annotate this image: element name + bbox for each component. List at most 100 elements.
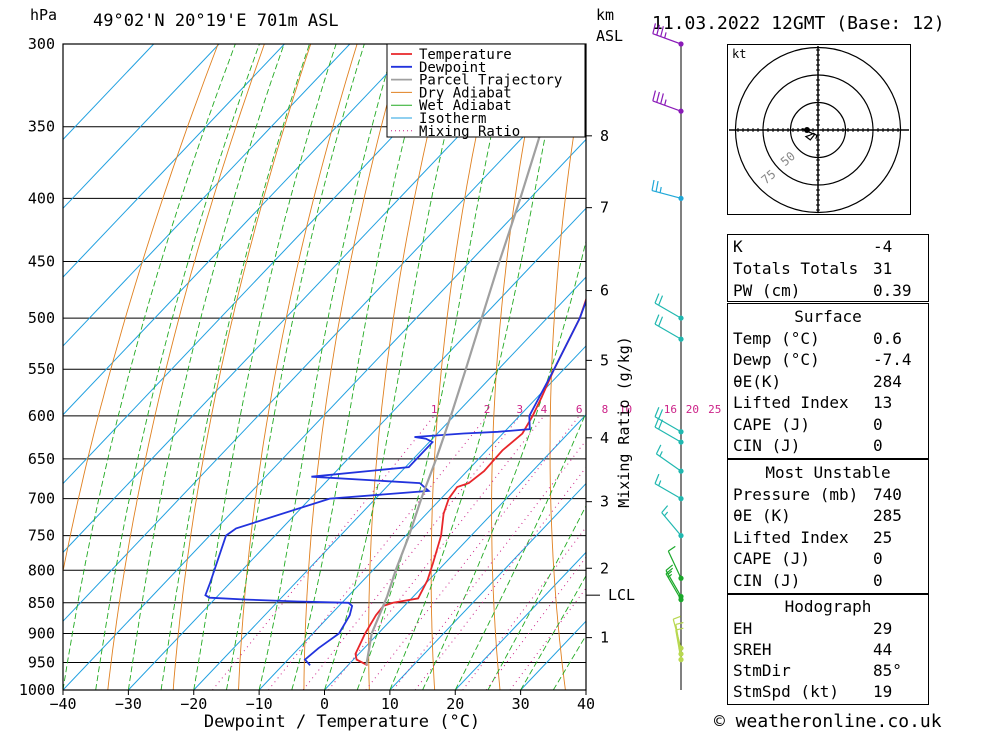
wind-barb — [654, 417, 684, 445]
most-unstable-table: Most Unstable Pressure (mb) 740 θE (K) 285… — [727, 459, 929, 594]
surface-value: 0.6 — [873, 329, 902, 348]
pressure-tick-label: 850 — [28, 594, 55, 612]
pressure-tick-label: 350 — [28, 118, 55, 136]
x-axis-label: Dewpoint / Temperature (°C) — [204, 712, 480, 732]
wet-adiabat-line — [127, 44, 285, 690]
temperature-tick-label: −10 — [246, 695, 273, 713]
mixing-ratio-line — [328, 415, 545, 690]
mu-value: 25 — [873, 528, 893, 547]
wet-adiabat-line — [63, 44, 236, 690]
wet-adiabat-line — [225, 44, 365, 690]
dry-adiabat-line — [107, 44, 265, 690]
index-value: 31 — [873, 259, 893, 278]
wet-adiabat-line — [520, 574, 586, 690]
wind-barb — [652, 90, 684, 114]
surface-value: 0 — [873, 436, 883, 455]
dry-adiabat-line — [63, 44, 219, 574]
mixing-ratio-label: 4 — [541, 403, 548, 416]
isotherm-line — [63, 138, 586, 690]
pressure-tick-label: 800 — [28, 561, 55, 579]
hodo-label: EH — [733, 619, 753, 638]
wind-barb — [675, 627, 684, 663]
mu-label: CAPE (J) — [733, 549, 811, 568]
height-tick-label: 8 — [600, 127, 609, 145]
temperature-tick-label: 30 — [512, 695, 530, 713]
hodo-label: StmDir — [733, 661, 791, 680]
mixing-ratio-label: 1 — [431, 403, 438, 416]
wind-barb — [665, 567, 684, 603]
isotherm-line — [63, 44, 220, 210]
copyright-footer[interactable]: © weatheronline.co.uk — [714, 711, 942, 732]
pressure-tick-label: 600 — [28, 407, 55, 425]
wind-barb — [654, 293, 684, 321]
height-tick-label: 2 — [600, 559, 609, 577]
mixing-ratio-label: 10 — [619, 403, 632, 416]
surface-label: Temp (°C) — [733, 329, 820, 348]
isotherm-line — [454, 551, 586, 690]
wet-adiabat-line — [95, 44, 260, 690]
temperature-tick-label: 20 — [446, 695, 464, 713]
mu-label: CIN (J) — [733, 571, 801, 590]
pressure-tick-label: 700 — [28, 490, 55, 508]
wind-barb — [654, 314, 684, 342]
temperature-tick-label: 40 — [577, 695, 595, 713]
wet-adiabat-line — [422, 239, 586, 690]
index-label: PW (cm) — [733, 281, 801, 300]
legend-label: Mixing Ratio — [419, 124, 520, 140]
height-tick-label: 7 — [600, 199, 609, 217]
mixing-ratio-label: 20 — [686, 403, 699, 416]
dry-adiabat-line — [959, 44, 1000, 690]
legend-label: Parcel Trajectory — [419, 73, 562, 89]
wind-barb — [661, 505, 684, 539]
most-unstable-title: Most Unstable — [765, 463, 891, 482]
legend-label: Dewpoint — [419, 60, 486, 76]
surface-value: 0 — [873, 415, 883, 434]
pressure-tick-label: 950 — [28, 653, 55, 671]
hodograph-table-title: Hodograph — [784, 597, 872, 616]
mixing-ratio-label: 6 — [576, 403, 583, 416]
indices-table: K -4 Totals Totals 31 PW (cm) 0.39 — [727, 234, 929, 302]
wind-barb — [652, 23, 684, 47]
mixing-ratio-line — [365, 415, 580, 690]
asl-label: ASL — [596, 27, 624, 45]
hodo-label: StmSpd (kt) — [733, 682, 839, 701]
dry-adiabat-line — [430, 44, 497, 690]
isotherm-line — [389, 482, 586, 690]
pressure-tick-label: 750 — [28, 527, 55, 545]
wet-adiabat-line — [291, 44, 430, 690]
isotherm-line — [63, 44, 481, 485]
index-label: Totals Totals — [733, 259, 859, 278]
mu-value: 0 — [873, 571, 883, 590]
wind-barb — [667, 545, 684, 581]
mixing-ratio-axis-label: Mixing Ratio (g/kg) — [615, 336, 633, 508]
index-value: -4 — [873, 237, 893, 256]
wet-adiabat-line — [324, 44, 468, 690]
parcel-trajectory-profile — [365, 44, 567, 666]
mixing-ratio-line — [302, 415, 521, 690]
mixing-ratio-label: 16 — [664, 403, 677, 416]
pressure-unit-label: hPa — [30, 6, 58, 24]
mu-label: Lifted Index — [733, 528, 849, 547]
isotherm-line — [63, 44, 416, 416]
temperature-tick-label: 0 — [320, 695, 329, 713]
surface-title: Surface — [794, 307, 862, 326]
height-tick-label: 5 — [600, 351, 609, 369]
surface-value: 13 — [873, 393, 893, 412]
legend-label: Dry Adiabat — [419, 85, 512, 101]
mu-value: 0 — [873, 549, 883, 568]
pressure-tick-label: 550 — [28, 360, 55, 378]
mixing-ratio-line — [268, 415, 488, 690]
mixing-ratio-label: 3 — [517, 403, 524, 416]
pressure-tick-label: 650 — [28, 450, 55, 468]
isotherm-line — [63, 69, 586, 622]
index-value: 0.39 — [873, 281, 912, 300]
surface-label: CAPE (J) — [733, 415, 811, 434]
dewpoint-profile — [204, 298, 586, 666]
isotherm-line — [63, 44, 351, 347]
hodograph-unit-label: kt — [732, 47, 746, 61]
isotherm-line — [63, 44, 155, 141]
surface-label: Lifted Index — [733, 393, 849, 412]
isotherm-line — [193, 276, 586, 690]
surface-label: Dewp (°C) — [733, 350, 820, 369]
